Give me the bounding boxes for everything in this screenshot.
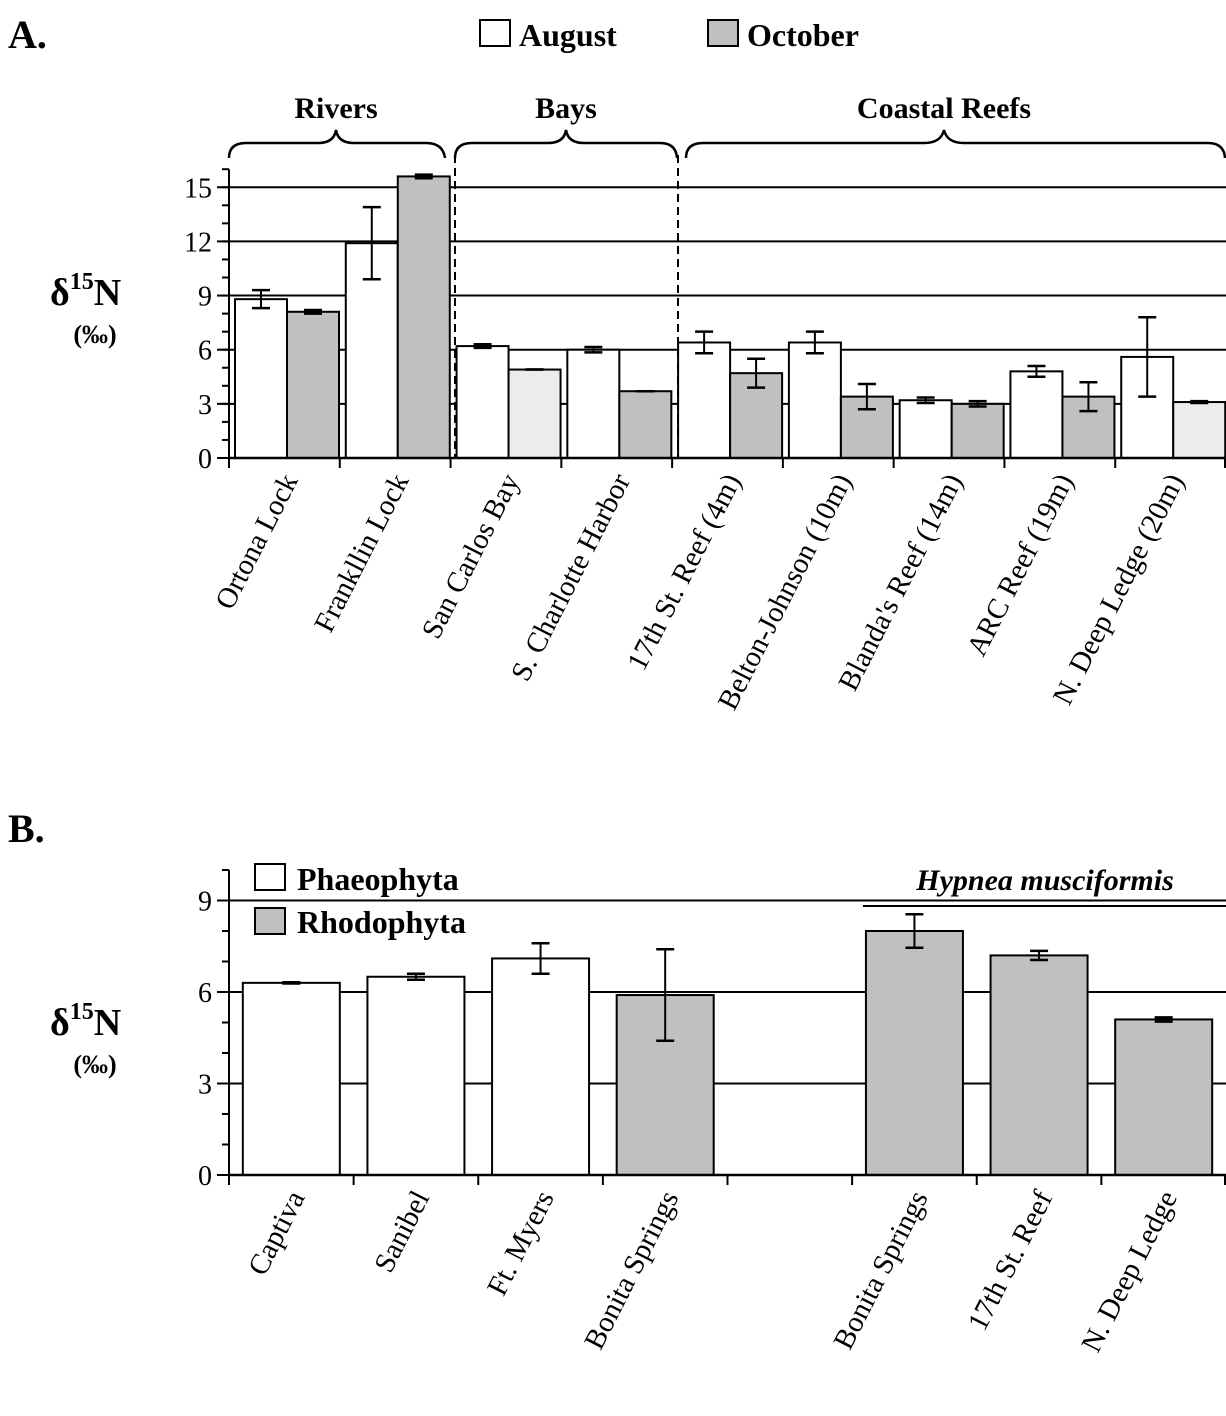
bar-october: [950, 402, 1005, 460]
bar-october: [507, 368, 562, 459]
x-tick-label: Ft. Myers: [481, 1186, 561, 1301]
y-axis-unit: (‰): [73, 320, 116, 349]
legend-label-phaeophyta: Phaeophyta: [297, 861, 459, 897]
x-tick-label: Bonita Springs: [828, 1186, 935, 1355]
y-tick-label: 6: [198, 336, 212, 367]
group-label-rivers: Rivers: [294, 92, 377, 125]
y-axis-label: δ15N: [50, 269, 121, 314]
x-tick-label: S. Charlotte Harbor: [505, 468, 637, 686]
panel-a-groups: Rivers Bays Coastal Reefs: [227, 92, 1226, 159]
bar-august: [566, 348, 621, 460]
legend-swatch-rhodophyta: [254, 907, 286, 935]
bar-august: [455, 345, 510, 459]
panel-b-ylabel: δ15N (‰): [50, 999, 121, 1079]
legend-swatch-october: [707, 19, 739, 47]
y-axis-label-b: δ15N: [50, 999, 121, 1044]
panel-a-letter: A.: [8, 12, 47, 57]
x-tick-label: Captiva: [242, 1186, 312, 1281]
legend-label-october: October: [747, 17, 859, 53]
panel-b-letter: B.: [8, 806, 45, 851]
legend-label-rhodophyta: Rhodophyta: [297, 904, 466, 940]
legend-swatch-phaeophyta: [254, 863, 286, 891]
y-tick-label: 3: [198, 390, 212, 421]
group-label-bays: Bays: [535, 92, 597, 125]
x-tick-label: San Carlos Bay: [416, 468, 527, 644]
y-tick-label: 12: [184, 227, 212, 258]
bar-rhodophyta: [864, 930, 964, 1176]
y-tick-label: 0: [198, 1161, 212, 1192]
x-tick-label: Ortona Lock: [209, 468, 305, 614]
x-tick-label: Sanibel: [368, 1186, 436, 1278]
panel-b: B. Phaeophyta Rhodophyta Hypnea muscifor…: [8, 806, 1226, 1357]
panel-a-ylabel: δ15N (‰): [50, 269, 121, 349]
brace-bays: [453, 129, 679, 159]
x-tick-label: 17th St. Reef: [962, 1185, 1060, 1335]
panel-a: A. August October Rivers Bays Coastal Re…: [8, 12, 1226, 715]
brace-coastal-reefs: [684, 129, 1226, 159]
bar-october: [618, 390, 673, 459]
y-tick-label: 15: [184, 173, 212, 204]
x-tick-label: ARC Reef (19m): [961, 469, 1080, 662]
bar-phaeophyta: [366, 975, 466, 1176]
panel-a-plot: 0 3 6 9 12 15 Ortona Lock Frankllin Lock San Car…: [184, 155, 1226, 715]
x-tick-label: 17th St. Reef (4m): [621, 469, 748, 676]
x-tick-label: Blanda's Reef (14m): [832, 469, 969, 696]
panel-a-legend: August October: [479, 17, 859, 53]
bar-august: [234, 298, 288, 459]
y-axis-unit-b: (‰): [73, 1050, 116, 1079]
bar-august: [1009, 370, 1064, 459]
bar-phaeophyta: [241, 981, 341, 1176]
legend-label-august: August: [519, 17, 617, 53]
legend-swatch-august: [479, 19, 511, 47]
bar-august: [787, 341, 842, 460]
y-tick-label: 3: [198, 1070, 212, 1101]
x-tick-label: Bonita Springs: [578, 1186, 685, 1355]
hypnea-annotation: Hypnea musciformis: [915, 864, 1174, 897]
bar-rhodophyta: [989, 954, 1089, 1177]
bar-august: [898, 399, 953, 459]
x-tick-label: N. Deep Ledge: [1075, 1186, 1184, 1358]
brace-rivers: [227, 129, 447, 159]
y-tick-label: 9: [198, 887, 212, 918]
bar-august: [677, 341, 732, 460]
panel-b-legend: Phaeophyta Rhodophyta: [254, 861, 466, 940]
bar-october: [1172, 401, 1226, 460]
y-tick-label: 6: [198, 978, 212, 1009]
bar-october: [286, 310, 340, 460]
group-label-coastal-reefs: Coastal Reefs: [857, 92, 1031, 125]
x-tick-label: Frankllin Lock: [308, 468, 415, 637]
y-tick-label: 9: [198, 282, 212, 313]
bar-phaeophyta: [491, 957, 591, 1177]
bar-rhodophyta: [1114, 1018, 1214, 1177]
bar-october: [396, 175, 451, 459]
y-tick-label: 0: [198, 444, 212, 475]
